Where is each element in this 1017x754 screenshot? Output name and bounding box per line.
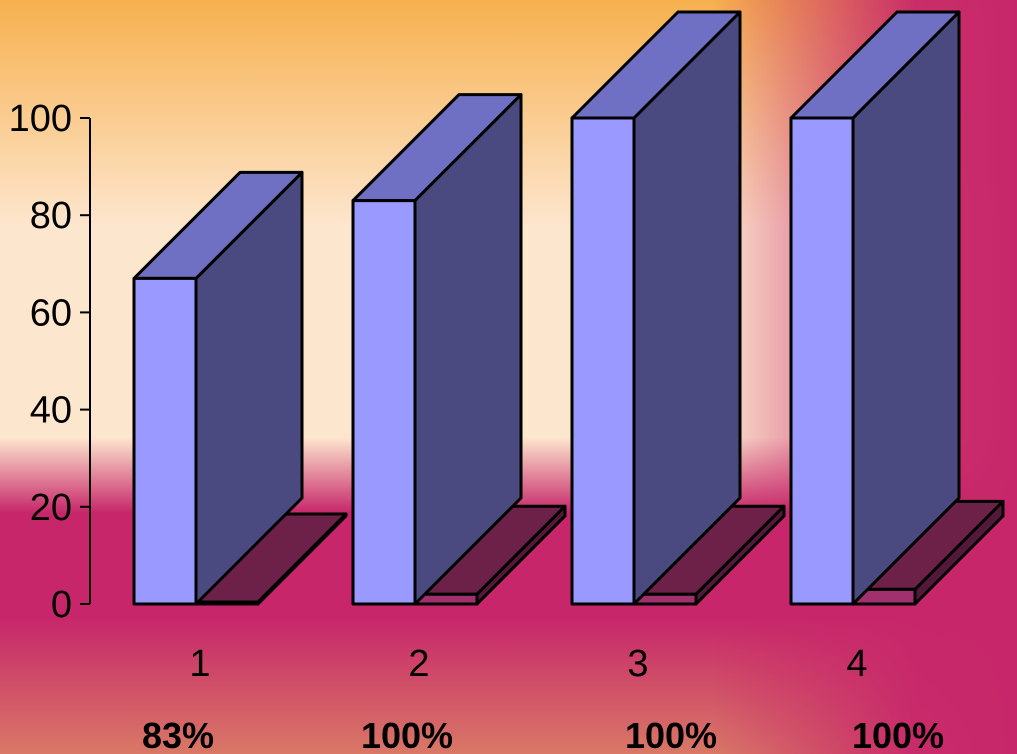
percent-label: 83%	[142, 715, 214, 754]
y-tick-label: 20	[30, 487, 72, 529]
x-tick-label: 3	[627, 643, 648, 685]
series1-bar	[570, 116, 636, 606]
bar-group-4	[789, 10, 1005, 606]
bar-group-1	[132, 170, 348, 606]
x-tick-label: 2	[408, 643, 429, 685]
y-tick-label: 60	[30, 292, 72, 334]
x-tick-label: 1	[189, 643, 210, 685]
percent-labels: 83% 100% 100% 100%	[142, 715, 944, 754]
y-tick-label: 80	[30, 195, 72, 237]
bar-group-2	[351, 93, 567, 606]
series2-bar	[194, 600, 260, 606]
series1-bar	[351, 199, 417, 606]
y-tick-label: 0	[51, 584, 72, 626]
series1-bar	[132, 276, 198, 606]
percent-label: 100%	[361, 715, 453, 754]
y-axis-ticks: 0 20 40 60 80 100	[9, 98, 90, 626]
y-tick-label: 100	[9, 98, 72, 140]
x-tick-label: 4	[846, 643, 867, 685]
bar-group-3	[570, 10, 786, 606]
bars	[132, 10, 1005, 606]
x-axis-tick-labels: 1 2 3 4	[189, 643, 867, 685]
y-tick-label: 40	[30, 390, 72, 432]
series1-bar	[789, 116, 855, 606]
percent-label: 100%	[625, 715, 717, 754]
percent-label: 100%	[852, 715, 944, 754]
